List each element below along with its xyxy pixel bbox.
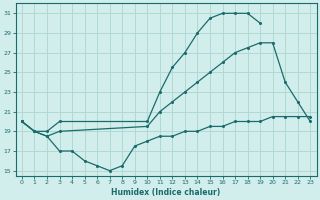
X-axis label: Humidex (Indice chaleur): Humidex (Indice chaleur) (111, 188, 221, 197)
